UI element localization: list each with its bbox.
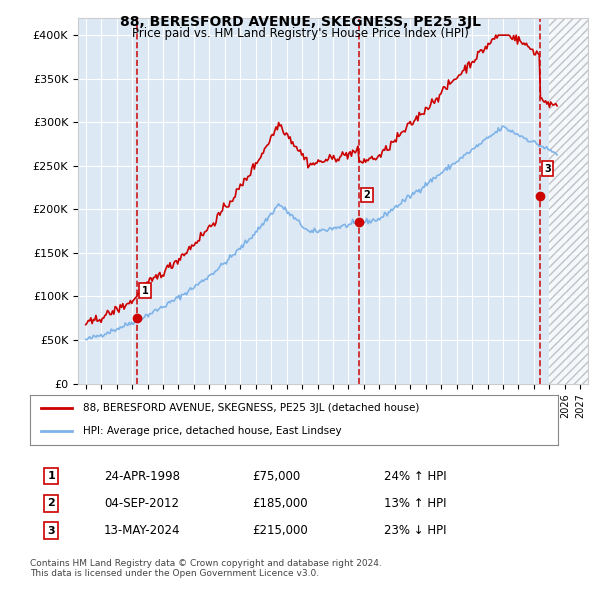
Text: HPI: Average price, detached house, East Lindsey: HPI: Average price, detached house, East… — [83, 427, 341, 437]
Text: 2: 2 — [47, 499, 55, 509]
Text: 88, BERESFORD AVENUE, SKEGNESS, PE25 3JL: 88, BERESFORD AVENUE, SKEGNESS, PE25 3JL — [119, 15, 481, 29]
Bar — [550, 18, 588, 384]
Text: 04-SEP-2012: 04-SEP-2012 — [104, 497, 179, 510]
Text: 1: 1 — [47, 471, 55, 481]
Text: 23% ↓ HPI: 23% ↓ HPI — [384, 525, 446, 537]
Text: Contains HM Land Registry data © Crown copyright and database right 2024.
This d: Contains HM Land Registry data © Crown c… — [30, 559, 382, 578]
Text: Price paid vs. HM Land Registry's House Price Index (HPI): Price paid vs. HM Land Registry's House … — [131, 27, 469, 40]
Text: £75,000: £75,000 — [252, 470, 300, 483]
Text: 88, BERESFORD AVENUE, SKEGNESS, PE25 3JL (detached house): 88, BERESFORD AVENUE, SKEGNESS, PE25 3JL… — [83, 403, 419, 413]
Text: 13-MAY-2024: 13-MAY-2024 — [104, 525, 181, 537]
Text: £215,000: £215,000 — [252, 525, 308, 537]
Text: 3: 3 — [544, 164, 551, 174]
Text: 2: 2 — [364, 190, 370, 200]
Text: 24-APR-1998: 24-APR-1998 — [104, 470, 180, 483]
Text: 1: 1 — [142, 286, 148, 296]
Text: £185,000: £185,000 — [252, 497, 307, 510]
Text: 13% ↑ HPI: 13% ↑ HPI — [384, 497, 446, 510]
Text: 24% ↑ HPI: 24% ↑ HPI — [384, 470, 446, 483]
Text: 3: 3 — [47, 526, 55, 536]
